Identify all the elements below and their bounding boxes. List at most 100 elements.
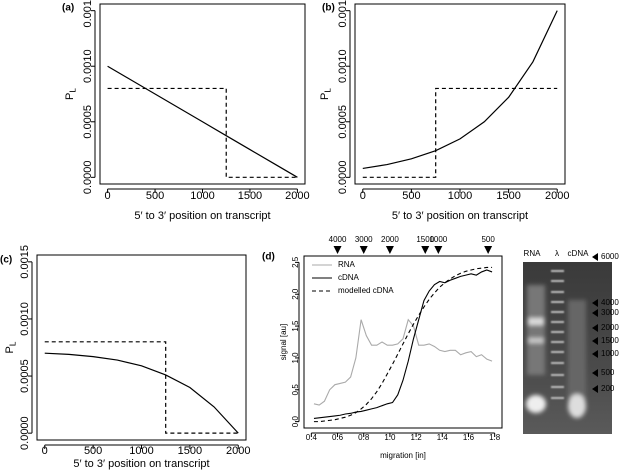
y-axis-label-main: P	[4, 346, 16, 353]
x-tick-label: 0.6	[332, 433, 344, 442]
y-tick-label: 0.0010	[19, 302, 31, 336]
y-tick-label: 0.0	[291, 416, 300, 428]
x-tick-label: 1000	[448, 190, 472, 202]
y-tick-label: 1.0	[291, 352, 300, 364]
gel-size-label: 6000	[601, 252, 619, 261]
plot-frame	[36, 254, 247, 441]
y-tick-label: 0.0000	[337, 161, 349, 195]
x-tick-label: 1500	[238, 190, 262, 202]
top-tick-label: 2000	[381, 235, 399, 244]
y-tick-label: 0.0005	[337, 105, 349, 139]
panel-label: (c)	[0, 255, 12, 266]
gel-size-marker	[592, 299, 598, 307]
y-axis-label-main: P	[64, 93, 76, 100]
x-tick-label: 2000	[226, 445, 250, 457]
x-axis-label: 5′ to 3′ position on transcript	[73, 458, 209, 470]
gel-size-label: 200	[601, 384, 615, 393]
x-tick-label: 1.6	[463, 433, 475, 442]
x-tick-label: 1000	[129, 445, 153, 457]
y-tick-label: 0.0005	[82, 105, 94, 139]
panel-label: (a)	[62, 3, 74, 14]
y-axis-label-subscript: L	[8, 341, 17, 346]
gel-lane-label: λ	[555, 249, 559, 258]
top-tick-marker	[421, 246, 430, 254]
gel-size-marker	[592, 385, 598, 393]
y-tick-label: 0.0005	[19, 359, 31, 393]
panel-label: (d)	[262, 252, 275, 263]
y-axis-label-subscript: L	[323, 88, 332, 93]
y-axis-label: PL	[64, 88, 78, 100]
y-axis-label: signal [au]	[279, 324, 288, 360]
line-series	[313, 318, 493, 406]
x-tick-label: 1.2	[411, 433, 423, 442]
gel-lane-label: cDNA	[568, 249, 590, 258]
line-series	[313, 266, 493, 423]
gel-size-label: 3000	[601, 308, 619, 317]
y-axis-label: PL	[4, 341, 18, 353]
y-axis-label-main: signal [au]	[279, 324, 288, 360]
x-tick-label: 1.4	[437, 433, 449, 442]
line-series	[44, 352, 239, 434]
x-tick-label: 500	[402, 190, 420, 202]
y-tick-label: 0.0010	[82, 49, 94, 83]
x-axis-label: migration [in]	[380, 451, 426, 460]
y-axis-label: PL	[319, 88, 333, 100]
gel-size-marker	[592, 337, 598, 345]
gel-size-label: 2000	[601, 323, 619, 332]
line-series	[107, 65, 298, 178]
line-series	[362, 10, 558, 170]
top-tick-label: 1000	[429, 235, 447, 244]
line-series	[362, 87, 558, 178]
x-tick-label: 0.8	[358, 433, 370, 442]
gel-size-label: 1500	[601, 336, 619, 345]
gel-size-marker	[592, 369, 598, 377]
gel-size-label: 4000	[601, 298, 619, 307]
x-axis-label: 5′ to 3′ position on transcript	[392, 210, 528, 222]
x-tick-label: 500	[146, 190, 164, 202]
top-tick-marker	[434, 246, 443, 254]
y-axis-label-main: P	[319, 93, 331, 100]
top-tick-marker	[385, 246, 394, 254]
x-tick-label: 0	[42, 445, 48, 457]
y-tick-label: 2.0	[291, 288, 300, 300]
y-tick-label: 0.5	[291, 384, 300, 396]
y-tick-label: 2.5	[291, 256, 300, 268]
plot-frame	[303, 255, 503, 429]
gel-size-label: 1000	[601, 349, 619, 358]
x-tick-label: 1500	[178, 445, 202, 457]
y-tick-label: 0.0015	[337, 0, 349, 27]
x-tick-label: 1.8	[489, 433, 501, 442]
top-tick-label: 1500	[416, 235, 434, 244]
line-series	[44, 341, 239, 434]
top-tick-label: 4000	[329, 235, 347, 244]
x-tick-label: 2000	[285, 190, 309, 202]
y-axis-label-subscript: L	[68, 88, 77, 93]
y-tick-label: 0.0015	[82, 0, 94, 27]
top-tick-marker	[333, 246, 342, 254]
x-tick-label: 2000	[545, 190, 569, 202]
plot-frame	[354, 3, 566, 185]
legend-label: modelled cDNA	[338, 286, 394, 295]
y-tick-label: 1.5	[291, 320, 300, 332]
x-tick-label: 500	[84, 445, 102, 457]
legend-label: RNA	[338, 260, 356, 269]
gel-image	[523, 262, 612, 434]
y-tick-label: 0.0000	[82, 161, 94, 195]
x-tick-label: 1500	[496, 190, 520, 202]
gel-size-marker	[592, 324, 598, 332]
gel-lane-label: RNA	[524, 249, 542, 258]
x-tick-label: 0	[105, 190, 111, 202]
panel-label: (b)	[322, 3, 335, 14]
x-tick-label: 1.0	[384, 433, 396, 442]
top-tick-label: 500	[481, 235, 495, 244]
top-tick-marker	[359, 246, 368, 254]
gel-size-marker	[592, 253, 598, 261]
x-tick-label: 1000	[190, 190, 214, 202]
y-tick-label: 0.0015	[19, 245, 31, 279]
line-series	[107, 87, 298, 178]
gel-size-label: 500	[601, 368, 615, 377]
y-tick-label: 0.0010	[337, 49, 349, 83]
legend-label: cDNA	[338, 273, 360, 282]
line-series	[313, 269, 493, 419]
